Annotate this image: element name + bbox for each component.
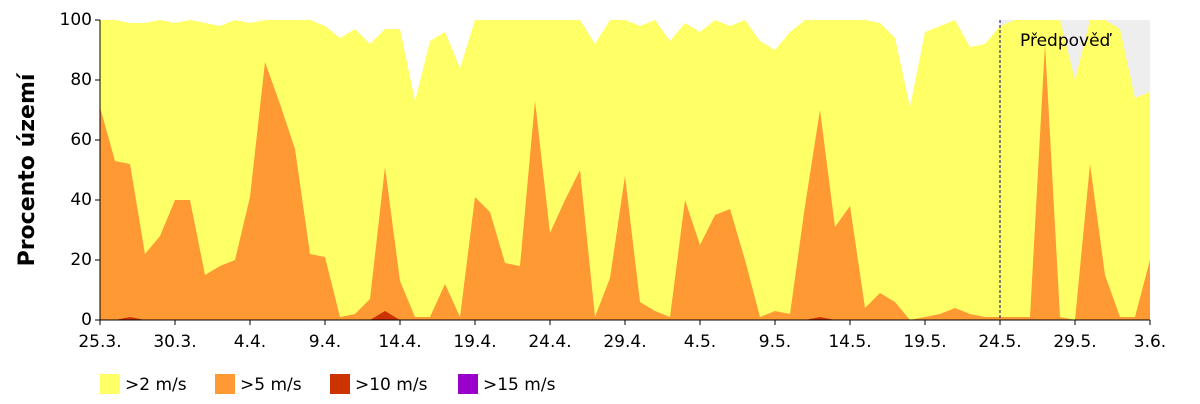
legend-swatch [330, 374, 350, 394]
legend-label: >10 m/s [355, 375, 428, 395]
legend-label: >15 m/s [483, 375, 556, 395]
legend-label: >2 m/s [125, 375, 187, 395]
x-tick-label: 4.5. [684, 332, 716, 352]
y-tick-label: 100 [60, 10, 92, 30]
x-tick-label: 4.4. [234, 332, 266, 352]
y-tick-label: 80 [70, 70, 92, 90]
x-tick-label: 24.4. [528, 332, 571, 352]
x-tick-label: 14.4. [378, 332, 421, 352]
y-tick-label: 60 [70, 130, 92, 150]
x-tick-label: 3.6. [1134, 332, 1166, 352]
x-tick-label: 24.5. [978, 332, 1021, 352]
forecast-label: Předpověď [1020, 31, 1113, 51]
area [100, 20, 1150, 320]
legend-swatch [215, 374, 235, 394]
y-axis-label: Procento území [15, 72, 40, 266]
x-tick-label: 29.4. [603, 332, 646, 352]
x-tick-label: 19.5. [903, 332, 946, 352]
x-tick-label: 14.5. [828, 332, 871, 352]
legend-label: >5 m/s [240, 375, 302, 395]
area [100, 44, 1150, 320]
legend-swatch [100, 374, 120, 394]
y-tick-label: 0 [81, 310, 92, 330]
y-tick-label: 40 [70, 190, 92, 210]
x-tick-label: 30.3. [153, 332, 196, 352]
x-tick-label: 9.4. [309, 332, 341, 352]
y-tick-label: 20 [70, 250, 92, 270]
x-tick-label: 9.5. [759, 332, 791, 352]
x-tick-label: 25.3. [78, 332, 121, 352]
x-tick-label: 19.4. [453, 332, 496, 352]
legend-swatch [458, 374, 478, 394]
x-tick-label: 29.5. [1053, 332, 1096, 352]
